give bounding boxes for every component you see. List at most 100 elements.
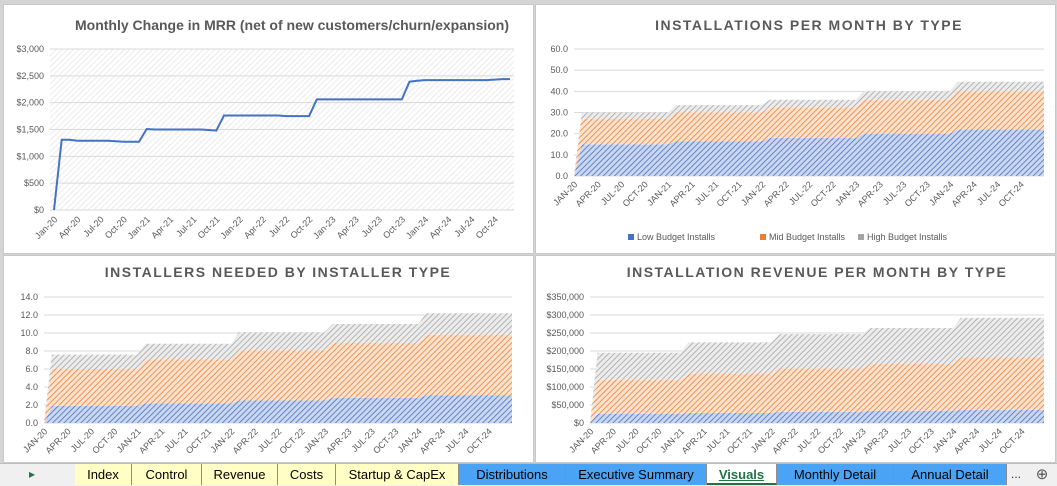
installations-area-chart: INSTALLATIONS PER MONTH BY TYPE 0.0 10.0 20… bbox=[550, 17, 1044, 242]
y-tick-label: 0.0 bbox=[555, 171, 568, 181]
scroll-tabs-next-button[interactable]: ▸ bbox=[28, 467, 36, 481]
x-tick-label: Oct-21 bbox=[196, 214, 222, 240]
sheet-tab-executive-summary[interactable]: Executive Summary bbox=[566, 464, 707, 485]
x-tick-label: OCT-23 bbox=[903, 179, 932, 208]
x-tick-label: APR-20 bbox=[589, 426, 618, 455]
y-tick-label: $50,000 bbox=[551, 400, 584, 410]
x-tick-label: OCT-22 bbox=[277, 426, 306, 455]
x-tick-label: Apr-21 bbox=[149, 214, 175, 240]
y-tick-label: 0.0 bbox=[25, 418, 38, 428]
y-tick-label: 40.0 bbox=[550, 86, 568, 96]
chart-installations[interactable]: INSTALLATIONS PER MONTH BY TYPE 0.0 10.0 20… bbox=[535, 4, 1056, 254]
sheet-tab-startup-capex[interactable]: Startup & CapEx bbox=[336, 464, 459, 485]
x-tick-label: OCT-20 bbox=[621, 179, 650, 208]
chart-installers-needed[interactable]: INSTALLERS NEEDED BY INSTALLER TYPE 0.0 2.… bbox=[3, 255, 534, 463]
sheet-tab-index[interactable]: Index bbox=[75, 464, 132, 485]
chart-mrr-change[interactable]: Monthly Change in MRR (net of new custom… bbox=[3, 4, 534, 254]
y-tick-label: 30.0 bbox=[550, 108, 568, 118]
sheet-tab-control[interactable]: Control bbox=[132, 464, 202, 485]
y-tick-label: $250,000 bbox=[546, 328, 584, 338]
y-tick-label: $1,500 bbox=[16, 125, 44, 135]
x-tick-label: APR-24 bbox=[950, 179, 979, 208]
series-line bbox=[53, 78, 510, 211]
x-tick-label: Oct-23 bbox=[381, 214, 407, 240]
x-tick-label: OCT-20 bbox=[90, 426, 119, 455]
chart-installation-revenue[interactable]: INSTALLATION REVENUE PER MONTH BY TYPE $0… bbox=[535, 255, 1056, 463]
x-tick-label: Apr-20 bbox=[56, 214, 82, 240]
mrr-line-chart: Monthly Change in MRR (net of new custom… bbox=[16, 17, 514, 241]
legend-swatch bbox=[858, 234, 864, 240]
add-sheet-icon[interactable]: ⊕ bbox=[1035, 466, 1049, 483]
y-tick-label: $0 bbox=[574, 418, 584, 428]
x-tick-label: Jan-23 bbox=[311, 214, 338, 241]
x-tick-label: Oct-24 bbox=[474, 214, 500, 240]
sheet-tab-costs[interactable]: Costs bbox=[278, 464, 336, 485]
y-tick-label: 60.0 bbox=[550, 44, 568, 54]
x-tick-label: OCT-23 bbox=[907, 426, 936, 455]
x-tick-label: Oct-20 bbox=[103, 214, 129, 240]
series-low-area bbox=[590, 409, 1044, 423]
y-tick-label: $2,000 bbox=[16, 98, 44, 108]
series-mid-area bbox=[574, 91, 1044, 176]
x-tick-label: APR-22 bbox=[231, 426, 260, 455]
sheet-tab-visuals[interactable]: Visuals bbox=[707, 464, 777, 485]
sheet-tab-bar: ▸ Index Control Revenue Costs Startup & CapE… bbox=[0, 463, 1057, 486]
x-tick-label: Oct-22 bbox=[288, 214, 314, 240]
x-tick-label: APR-23 bbox=[856, 179, 885, 208]
series-high-area bbox=[44, 313, 512, 423]
series-mid-area bbox=[44, 334, 512, 423]
x-tick-label: APR-23 bbox=[861, 426, 890, 455]
y-tick-label: $200,000 bbox=[546, 346, 584, 356]
more-tabs-button[interactable]: ... bbox=[1010, 467, 1021, 481]
legend-label: High Budget Installs bbox=[867, 232, 948, 242]
y-tick-label: 4.0 bbox=[25, 382, 38, 392]
series-high-area bbox=[574, 81, 1044, 176]
x-tick-label: OCT-22 bbox=[809, 179, 838, 208]
x-tick-label: OCT-21 bbox=[725, 426, 754, 455]
sheet-tab-monthly-detail[interactable]: Monthly Detail bbox=[777, 464, 894, 485]
x-tick-label: OCT-22 bbox=[816, 426, 845, 455]
x-tick-label: Jul-21 bbox=[174, 214, 198, 238]
legend-swatch bbox=[628, 234, 634, 240]
x-tick-label: Apr-23 bbox=[335, 214, 361, 240]
y-tick-label: 8.0 bbox=[25, 346, 38, 356]
y-tick-label: $2,500 bbox=[16, 71, 44, 81]
y-tick-label: $1,000 bbox=[16, 151, 44, 161]
legend-swatch bbox=[760, 234, 766, 240]
x-tick-label: Jan-20 bbox=[33, 214, 60, 241]
x-tick-label: APR-21 bbox=[137, 426, 166, 455]
x-tick-label: APR-21 bbox=[680, 426, 709, 455]
y-tick-label: 14.0 bbox=[20, 292, 38, 302]
x-tick-label: Jan-21 bbox=[126, 214, 153, 241]
series-low-area bbox=[44, 395, 512, 423]
series-high-area bbox=[590, 317, 1044, 423]
x-tick-label: APR-24 bbox=[418, 426, 447, 455]
sheet-tab-annual-detail[interactable]: Annual Detail bbox=[894, 464, 1007, 485]
x-tick-label: Apr-22 bbox=[242, 214, 268, 240]
chart-title: INSTALLATION REVENUE PER MONTH BY TYPE bbox=[627, 264, 1008, 280]
sheet-tab-revenue[interactable]: Revenue bbox=[202, 464, 278, 485]
y-tick-label: 2.0 bbox=[25, 400, 38, 410]
y-tick-label: 12.0 bbox=[20, 310, 38, 320]
y-tick-label: 20.0 bbox=[550, 129, 568, 139]
sheet-tab-distributions[interactable]: Distributions bbox=[459, 464, 566, 485]
x-tick-label: Jan-24 bbox=[404, 214, 431, 241]
chart-title: INSTALLATIONS PER MONTH BY TYPE bbox=[655, 17, 963, 33]
x-tick-label: APR-22 bbox=[770, 426, 799, 455]
x-tick-label: APR-24 bbox=[952, 426, 981, 455]
legend-label: Low Budget Installs bbox=[637, 232, 716, 242]
y-tick-label: $100,000 bbox=[546, 382, 584, 392]
series-mid-area bbox=[590, 357, 1044, 423]
x-tick-label: OCT-21 bbox=[715, 179, 744, 208]
revenue-area-chart: INSTALLATION REVENUE PER MONTH BY TYPE $0… bbox=[546, 264, 1044, 456]
y-tick-label: $300,000 bbox=[546, 310, 584, 320]
y-tick-label: $3,000 bbox=[16, 44, 44, 54]
x-tick-label: Jul-24 bbox=[452, 214, 476, 238]
x-tick-label: APR-20 bbox=[574, 179, 603, 208]
x-tick-label: Jul-20 bbox=[81, 214, 105, 238]
x-tick-label: Jan-22 bbox=[218, 214, 245, 241]
chart-title: Monthly Change in MRR (net of new custom… bbox=[75, 17, 509, 33]
y-tick-label: 10.0 bbox=[550, 150, 568, 160]
x-tick-label: OCT-24 bbox=[465, 426, 494, 455]
installers-area-chart: INSTALLERS NEEDED BY INSTALLER TYPE 0.0 2.… bbox=[20, 264, 512, 456]
